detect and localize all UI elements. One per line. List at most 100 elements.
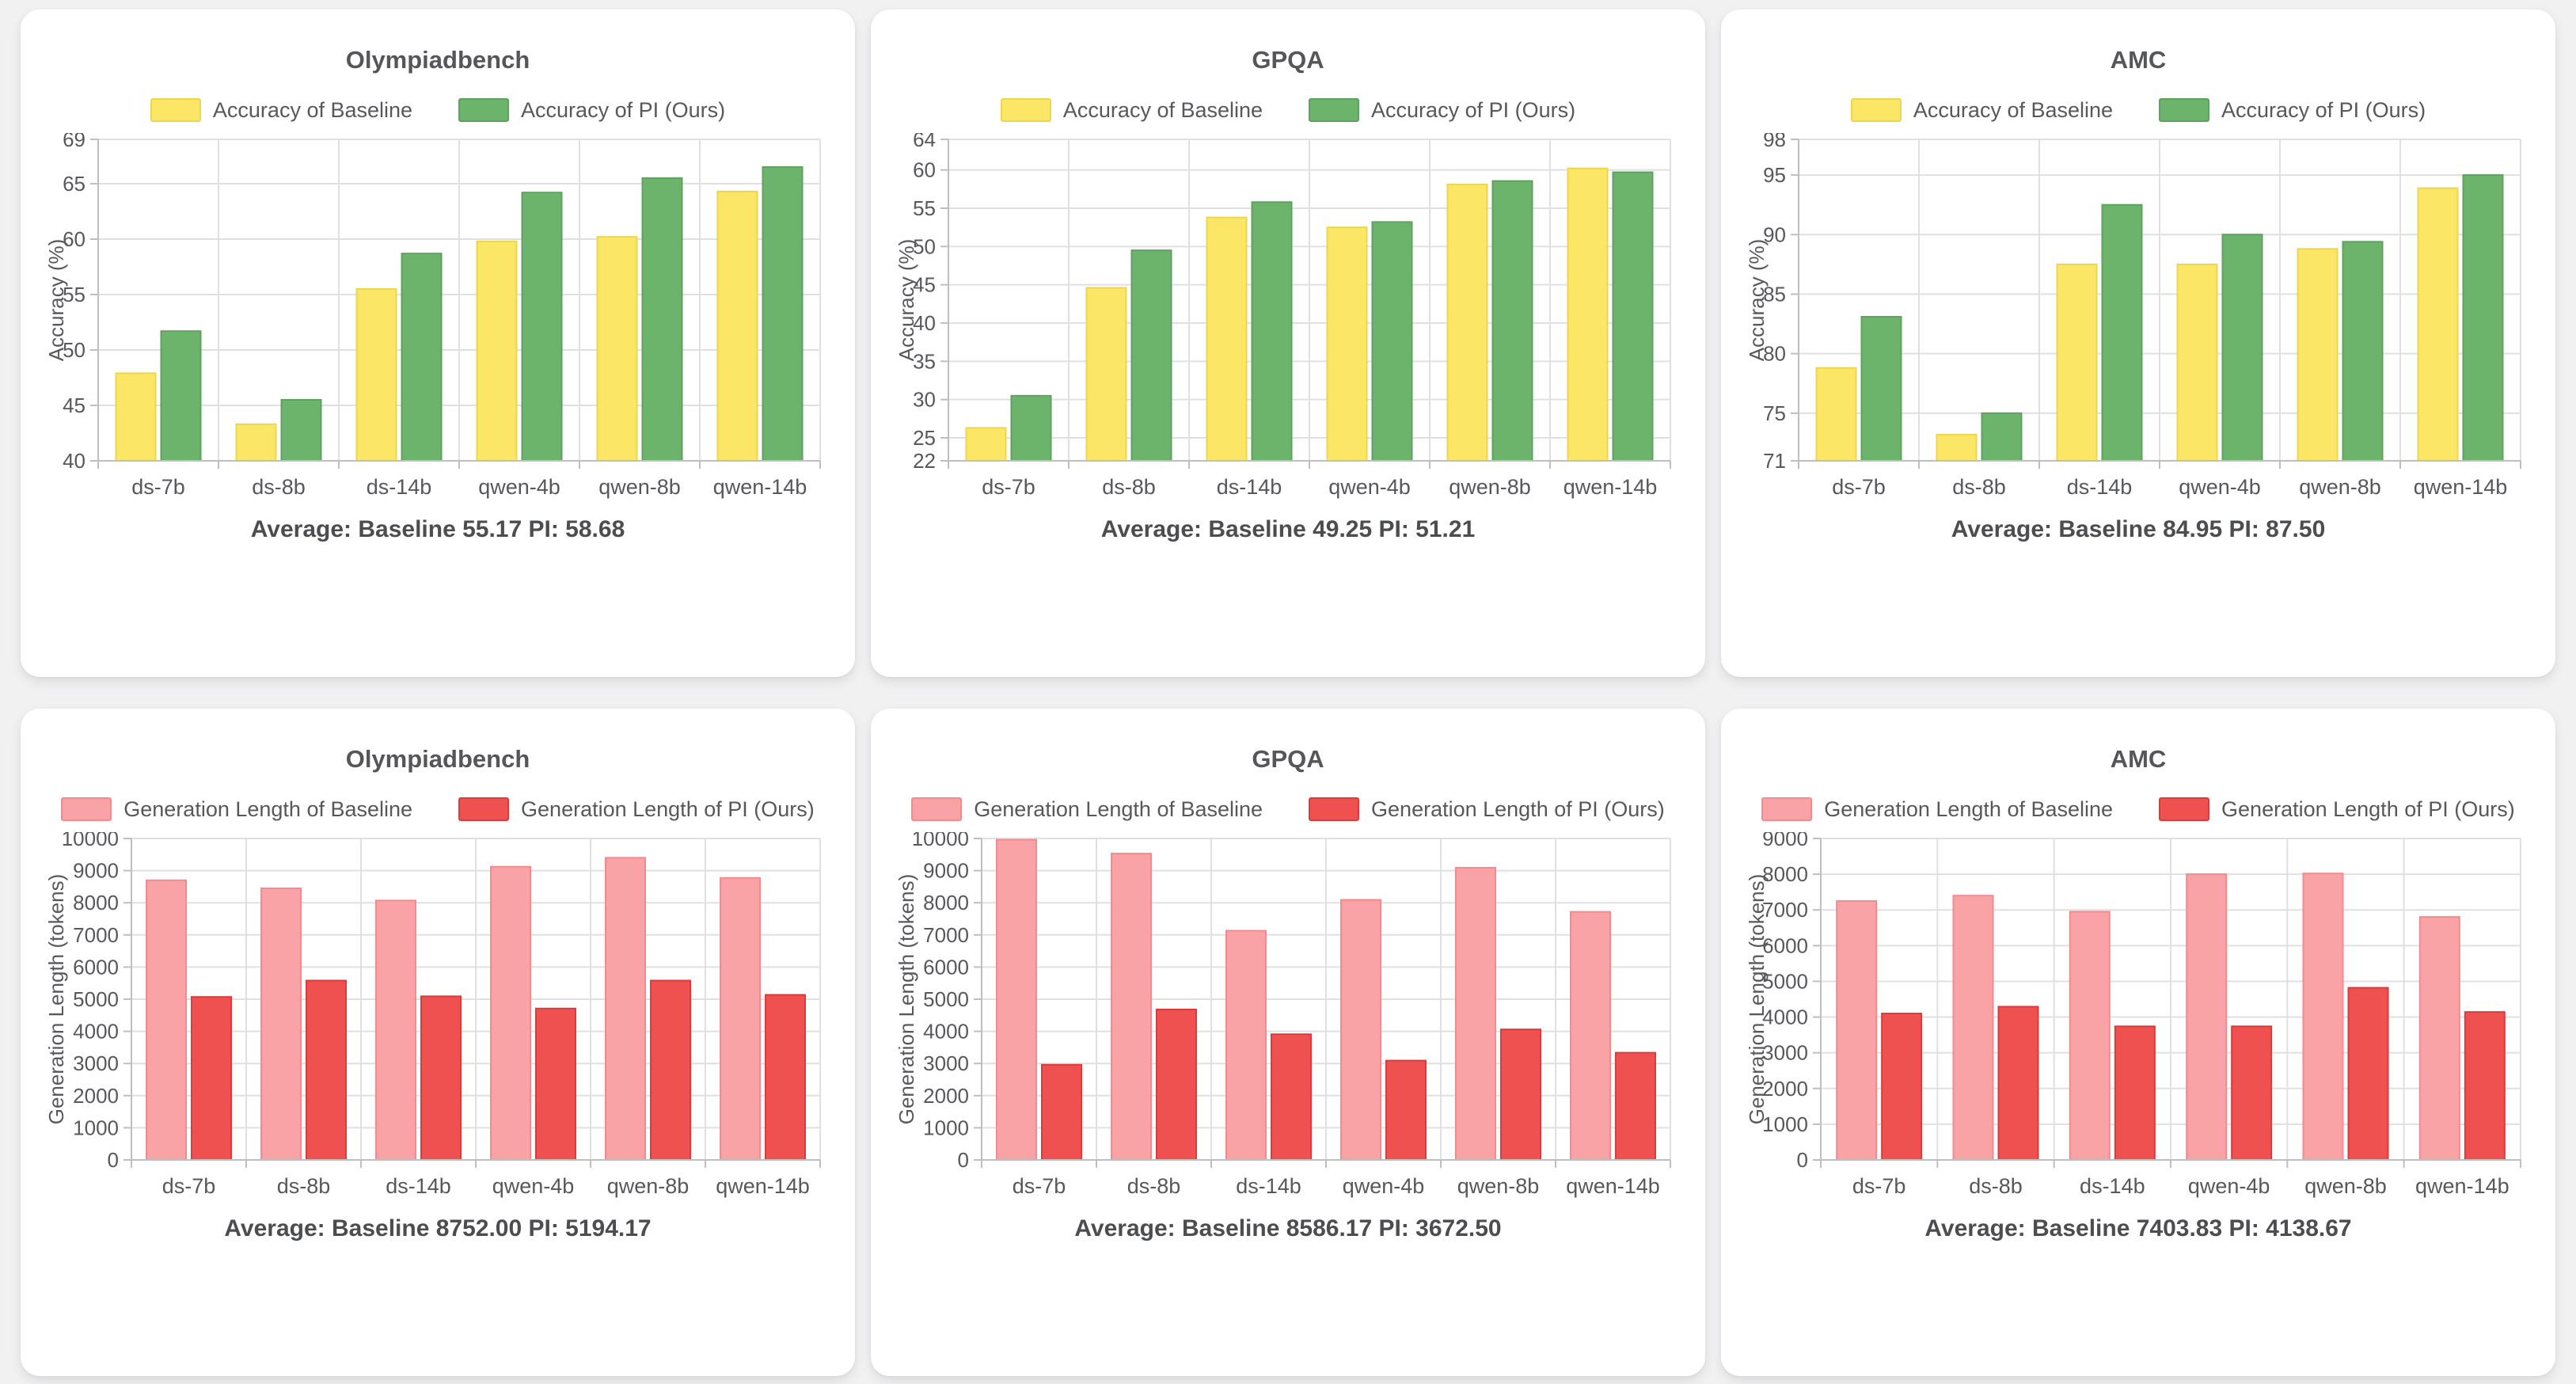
chart-legend: Accuracy of Baseline Accuracy of PI (Our… — [896, 97, 1680, 124]
svg-text:5000: 5000 — [923, 987, 969, 1011]
bar-pi-qwen-4b — [1371, 221, 1413, 462]
svg-text:qwen-8b: qwen-8b — [1449, 475, 1531, 499]
legend-label-pi: Generation Length of PI (Ours) — [2221, 797, 2515, 821]
bar-pi-qwen-14b — [762, 166, 804, 462]
bar-baseline-qwen-8b — [2302, 873, 2344, 1161]
bar-chart-gpqa-length: 0 1000 2000 3000 4000 5000 6000 7000 8000 9000 100… — [896, 832, 1680, 1204]
svg-text:85: 85 — [1763, 282, 1786, 306]
y-axis-title: Generation Length (tokens) — [46, 874, 68, 1125]
y-tick-labels: 0 1000 2000 3000 4000 5000 6000 7000 8000 9000 — [1762, 832, 1808, 1172]
bar-chart-amc-length: 0 1000 2000 3000 4000 5000 6000 7000 8000 9000 ds-… — [1746, 832, 2530, 1204]
axes — [1813, 838, 2521, 1168]
bar-pi-qwen-8b — [2347, 987, 2389, 1161]
bar-baseline-ds-14b — [2069, 911, 2111, 1161]
svg-text:1000: 1000 — [73, 1116, 119, 1139]
legend-swatch-pi — [1309, 797, 1360, 821]
bar-baseline-ds-8b — [260, 887, 302, 1162]
bar-pi-qwen-8b — [2342, 241, 2384, 462]
bar-baseline-qwen-4b — [490, 865, 531, 1162]
svg-text:10000: 10000 — [62, 832, 119, 850]
svg-text:8000: 8000 — [1762, 862, 1808, 886]
x-category-labels: ds-7b ds-8b ds-14b qwen-4b qwen-8b qwen-14b — [1013, 1174, 1660, 1198]
svg-text:ds-7b: ds-7b — [1852, 1174, 1906, 1198]
svg-text:8000: 8000 — [923, 891, 969, 914]
svg-text:9000: 9000 — [1762, 832, 1808, 850]
svg-text:40: 40 — [913, 311, 936, 335]
svg-text:qwen-8b: qwen-8b — [2299, 475, 2381, 499]
svg-text:8000: 8000 — [73, 891, 119, 914]
bar-chart-olympiadbench-accuracy: 40 45 50 55 60 65 69 ds-7b ds-8b ds-14b qwen-4b qwe… — [46, 133, 830, 505]
bar-baseline-qwen-4b — [1340, 899, 1381, 1162]
svg-text:ds-8b: ds-8b — [1969, 1174, 2023, 1198]
bar-baseline-qwen-8b — [1455, 866, 1496, 1161]
barchart-svg: 0 1000 2000 3000 4000 5000 6000 7000 8000 9000 100… — [896, 832, 1671, 1198]
bar-pi-ds-14b — [2114, 1025, 2156, 1161]
bar-pi-ds-7b — [1010, 394, 1052, 462]
bar-baseline-ds-14b — [355, 288, 397, 462]
svg-text:0: 0 — [1797, 1148, 1808, 1172]
svg-text:7000: 7000 — [923, 923, 969, 947]
gridlines — [1799, 139, 2521, 461]
svg-text:65: 65 — [63, 172, 85, 196]
svg-text:7000: 7000 — [73, 923, 119, 947]
svg-text:71: 71 — [1763, 449, 1786, 473]
svg-text:qwen-14b: qwen-14b — [716, 1174, 810, 1198]
barchart-svg: 40 45 50 55 60 65 69 ds-7b ds-8b ds-14b qwen-4b qwe… — [46, 133, 821, 499]
bar-baseline-ds-7b — [1836, 899, 1878, 1161]
x-category-labels: ds-7b ds-8b ds-14b qwen-4b qwen-8b qwen-14b — [982, 475, 1657, 499]
legend-label-baseline: Accuracy of Baseline — [1062, 97, 1263, 122]
svg-text:98: 98 — [1763, 133, 1786, 151]
bar-baseline-ds-7b — [965, 427, 1007, 462]
bar-baseline-ds-8b — [1085, 287, 1127, 462]
chart-card-olympiadbench-accuracy: Olympiadbench Accuracy of Baseline Accur… — [21, 10, 855, 677]
gridlines — [131, 838, 821, 1160]
chart-legend: Accuracy of Baseline Accuracy of PI (Our… — [1746, 97, 2530, 124]
svg-text:69: 69 — [63, 133, 85, 151]
y-tick-labels: 71 75 80 85 90 95 98 — [1763, 133, 1786, 473]
y-tick-labels: 0 1000 2000 3000 4000 5000 6000 7000 8000 9000 100… — [62, 832, 119, 1172]
bar-baseline-qwen-14b — [1570, 911, 1611, 1162]
axes — [90, 139, 821, 469]
svg-text:25: 25 — [913, 426, 936, 450]
bar-pi-ds-8b — [306, 979, 347, 1161]
legend-item-pi: Generation Length of PI (Ours) — [1309, 797, 1665, 822]
svg-text:qwen-4b: qwen-4b — [2188, 1174, 2270, 1198]
legend-swatch-baseline — [61, 797, 112, 821]
svg-text:ds-8b: ds-8b — [277, 1174, 331, 1198]
chart-legend: Generation Length of Baseline Generation… — [46, 796, 830, 823]
bar-baseline-qwen-4b — [2176, 263, 2218, 462]
svg-text:ds-7b: ds-7b — [1013, 1174, 1066, 1198]
bar-baseline-qwen-14b — [720, 876, 761, 1161]
bars — [1836, 873, 2506, 1162]
gridlines — [948, 139, 1671, 461]
legend-item-baseline: Generation Length of Baseline — [61, 797, 412, 822]
svg-text:6000: 6000 — [1762, 933, 1808, 957]
svg-text:10000: 10000 — [912, 832, 969, 850]
legend-label-pi: Accuracy of PI (Ours) — [521, 97, 726, 122]
legend-item-pi: Generation Length of PI (Ours) — [458, 797, 815, 822]
bar-pi-qwen-14b — [2462, 174, 2504, 462]
bar-baseline-ds-8b — [1952, 895, 1994, 1162]
svg-text:60: 60 — [63, 227, 85, 251]
bar-baseline-qwen-14b — [2417, 187, 2459, 462]
legend-swatch-pi — [458, 797, 510, 821]
svg-text:ds-7b: ds-7b — [982, 475, 1035, 499]
legend-label-baseline: Generation Length of Baseline — [1824, 797, 2114, 821]
svg-text:0: 0 — [108, 1148, 119, 1172]
bar-baseline-ds-14b — [375, 899, 416, 1161]
svg-text:75: 75 — [1763, 401, 1786, 425]
average-text: Average: Baseline 84.95 PI: 87.50 — [1951, 516, 2326, 542]
bar-pi-qwen-8b — [641, 177, 683, 462]
bar-pi-qwen-14b — [765, 994, 806, 1161]
bar-pi-ds-14b — [1271, 1033, 1312, 1161]
svg-text:ds-8b: ds-8b — [1952, 475, 2006, 499]
svg-text:90: 90 — [1763, 222, 1786, 246]
axes — [940, 139, 1671, 469]
bar-pi-ds-8b — [1156, 1008, 1197, 1161]
gridlines — [1821, 838, 2521, 1160]
svg-text:35: 35 — [913, 349, 936, 373]
y-tick-labels: 0 1000 2000 3000 4000 5000 6000 7000 8000 9000 100… — [912, 832, 969, 1172]
svg-text:ds-7b: ds-7b — [1832, 475, 1886, 499]
svg-text:6000: 6000 — [73, 955, 119, 979]
svg-text:ds-14b: ds-14b — [2080, 1174, 2145, 1198]
